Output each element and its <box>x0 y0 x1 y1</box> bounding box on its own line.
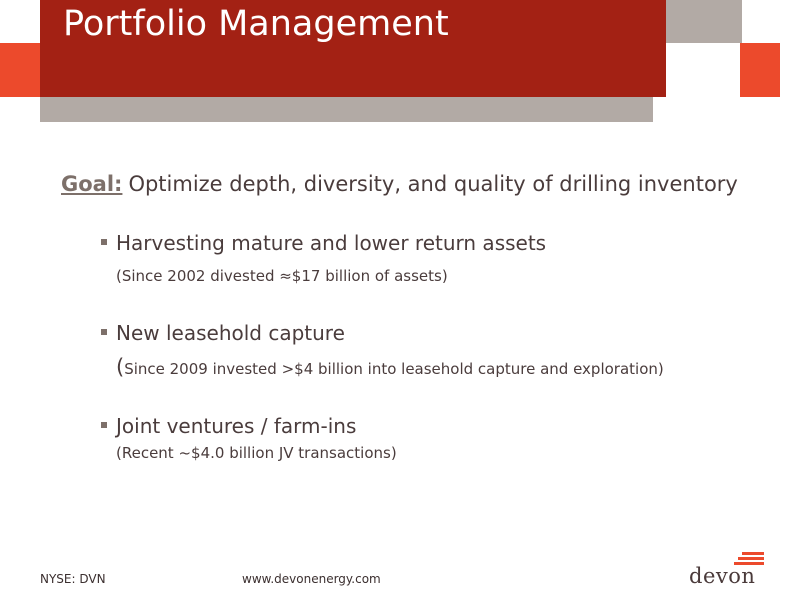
devon-logo-text: devon <box>689 564 756 588</box>
bullet-item: New leasehold capture <box>101 321 345 345</box>
bullet-subtext-body: Since 2009 invested >$4 billion into lea… <box>124 360 664 378</box>
slide-title: Portfolio Management <box>63 4 449 44</box>
bullet-text: Joint ventures / farm-ins <box>116 414 357 438</box>
bullet-text: Harvesting mature and lower return asset… <box>116 231 547 255</box>
bullet-item: Harvesting mature and lower return asset… <box>101 231 546 255</box>
header-red-band <box>40 0 666 97</box>
header-gray-square-right <box>666 0 742 43</box>
header-orange-square-right <box>740 43 780 97</box>
bullet-subtext: (Recent ~$4.0 billion JV transactions) <box>116 444 397 462</box>
bullet-square-icon <box>101 328 107 335</box>
footer-website: www.devonenergy.com <box>242 572 381 586</box>
goal-statement: Goal: Optimize depth, diversity, and qual… <box>61 172 738 196</box>
header-orange-square-left <box>0 43 40 97</box>
bullet-text: New leasehold capture <box>116 321 345 345</box>
goal-label: Goal: <box>61 172 123 196</box>
bullet-square-icon <box>101 421 107 428</box>
bullet-subtext-body: (Since 2002 divested ≈$17 billion of ass… <box>116 267 448 285</box>
bullet-square-icon <box>101 238 107 245</box>
devon-logo-stripes-icon <box>734 552 764 565</box>
bullet-subtext-body: (Recent ~$4.0 billion JV transactions) <box>116 444 397 462</box>
bullet-item: Joint ventures / farm-ins <box>101 414 356 438</box>
bullet-subtext: (Since 2002 divested ≈$17 billion of ass… <box>116 267 448 285</box>
footer-ticker: NYSE: DVN <box>40 572 106 586</box>
bullet-subtext: (Since 2009 invested >$4 billion into le… <box>116 355 664 379</box>
bullet-subtext-prefix: ( <box>116 355 125 379</box>
goal-text: Optimize depth, diversity, and quality o… <box>128 172 738 196</box>
